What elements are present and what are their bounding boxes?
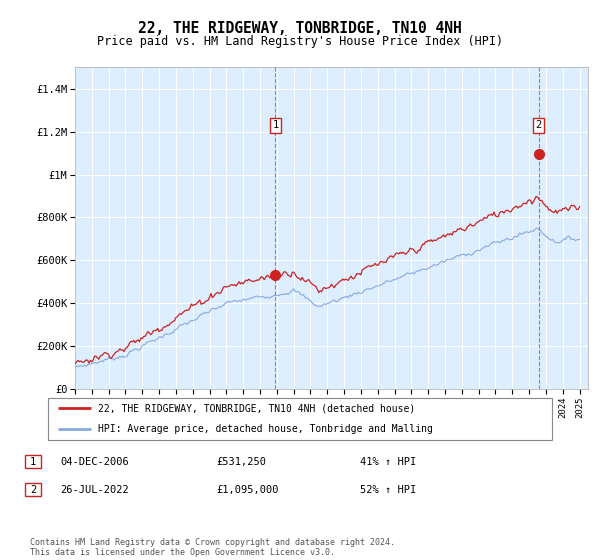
Text: 2: 2 (536, 120, 542, 130)
Text: 41% ↑ HPI: 41% ↑ HPI (360, 457, 416, 467)
FancyBboxPatch shape (25, 455, 41, 468)
Text: 04-DEC-2006: 04-DEC-2006 (60, 457, 129, 467)
Text: HPI: Average price, detached house, Tonbridge and Malling: HPI: Average price, detached house, Tonb… (98, 424, 433, 434)
Text: 52% ↑ HPI: 52% ↑ HPI (360, 485, 416, 495)
Text: Contains HM Land Registry data © Crown copyright and database right 2024.
This d: Contains HM Land Registry data © Crown c… (30, 538, 395, 557)
Text: £531,250: £531,250 (216, 457, 266, 467)
Text: 26-JUL-2022: 26-JUL-2022 (60, 485, 129, 495)
FancyBboxPatch shape (48, 398, 552, 440)
Text: Price paid vs. HM Land Registry's House Price Index (HPI): Price paid vs. HM Land Registry's House … (97, 35, 503, 48)
Text: 22, THE RIDGEWAY, TONBRIDGE, TN10 4NH: 22, THE RIDGEWAY, TONBRIDGE, TN10 4NH (138, 21, 462, 36)
Text: £1,095,000: £1,095,000 (216, 485, 278, 495)
Text: 1: 1 (272, 120, 278, 130)
FancyBboxPatch shape (25, 483, 41, 496)
Text: 1: 1 (30, 457, 36, 466)
Text: 22, THE RIDGEWAY, TONBRIDGE, TN10 4NH (detached house): 22, THE RIDGEWAY, TONBRIDGE, TN10 4NH (d… (98, 403, 416, 413)
Text: 2: 2 (30, 485, 36, 494)
